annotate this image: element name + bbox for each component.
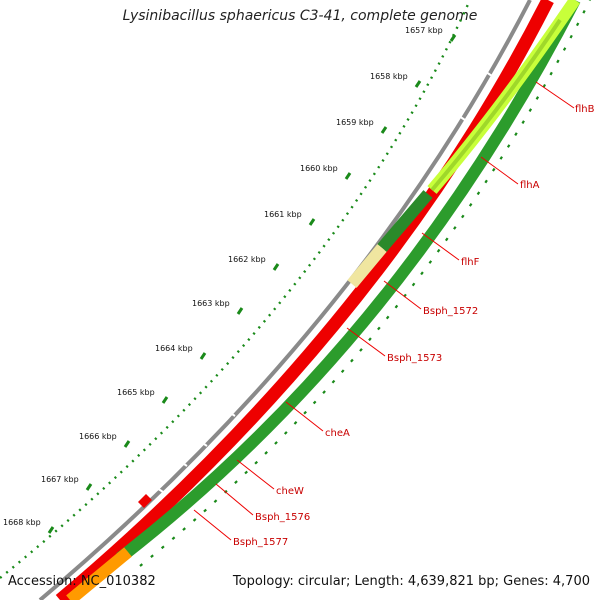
tick-mark: [236, 307, 244, 315]
tick-mark: [272, 263, 280, 271]
gene-label[interactable]: Bsph_1576: [255, 512, 310, 523]
gene-label[interactable]: Bsph_1573: [387, 353, 442, 364]
tick-label: 1663 kbp: [192, 299, 230, 308]
tick-mark: [449, 34, 457, 42]
gene-label[interactable]: cheA: [325, 428, 350, 439]
tick-label: 1657 kbp: [405, 26, 443, 35]
tick-mark: [47, 526, 55, 534]
tick-label: 1659 kbp: [336, 118, 374, 127]
genome-summary: Topology: circular; Length: 4,639,821 bp…: [232, 574, 590, 589]
tick-label: 1667 kbp: [41, 475, 79, 484]
gene-leader-line: [236, 459, 275, 490]
gene-boundary: [288, 317, 308, 331]
gene-label[interactable]: Bsph_1572: [423, 306, 478, 317]
gene-label[interactable]: flhA: [520, 180, 540, 191]
map-title: Lysinibacillus sphaericus C3-41, complet…: [122, 8, 478, 24]
gene-boundary: [328, 265, 348, 279]
backbone-arc: [38, 0, 532, 600]
gene-leader-line: [480, 156, 519, 185]
gene-leader-line: [215, 483, 254, 516]
gene-boundary: [360, 225, 380, 239]
tick-mark: [344, 172, 352, 180]
tick-label: 1666 kbp: [79, 432, 117, 441]
tick-label: 1668 kbp: [3, 518, 41, 527]
forward-strand-arc: [55, 0, 554, 600]
gene-leader-line: [535, 81, 575, 109]
tick-mark: [123, 440, 131, 448]
gene-boundary: [144, 479, 164, 493]
tick-mark: [380, 126, 388, 134]
gene-boundary: [168, 453, 188, 467]
small-forward-gene: [138, 494, 152, 508]
tick-label: 1660 kbp: [300, 164, 338, 173]
tick-label: 1665 kbp: [117, 388, 155, 397]
gene-label[interactable]: flhF: [461, 257, 480, 268]
tick-mark: [308, 218, 316, 226]
tick-label: 1662 kbp: [228, 255, 266, 264]
tick-mark: [85, 483, 93, 491]
tick-mark: [161, 396, 169, 404]
gene-leader-line: [383, 280, 422, 310]
gene-leader-line: [346, 327, 386, 357]
orange-segment: [66, 547, 132, 600]
gene-boundary: [476, 65, 496, 79]
accession-label: Accession: NC_010382: [8, 574, 156, 589]
gene-label[interactable]: Bsph_1577: [233, 537, 288, 548]
gene-boundary: [400, 169, 420, 183]
reverse-light-segment-2: [430, 18, 562, 192]
gene-label[interactable]: cheW: [276, 486, 304, 497]
flhf-segment: [377, 190, 433, 252]
gene-leader-line: [193, 509, 232, 541]
gene-boundary: [446, 107, 466, 121]
tick-label: 1658 kbp: [370, 72, 408, 81]
tick-label: 1661 kbp: [264, 210, 302, 219]
gene-label[interactable]: flhB: [575, 104, 595, 115]
gene-leader-line: [421, 232, 460, 261]
gene-boundary: [216, 403, 236, 417]
pseudo-segment: [347, 244, 387, 288]
tick-mark: [414, 80, 422, 88]
reverse-strand-arc: [116, 0, 581, 563]
gene-leader-line: [285, 401, 324, 432]
tick-mark: [199, 352, 207, 360]
tick-dots-arc: [0, 0, 472, 579]
gene-boundary: [188, 433, 208, 447]
tick-label: 1664 kbp: [155, 344, 193, 353]
